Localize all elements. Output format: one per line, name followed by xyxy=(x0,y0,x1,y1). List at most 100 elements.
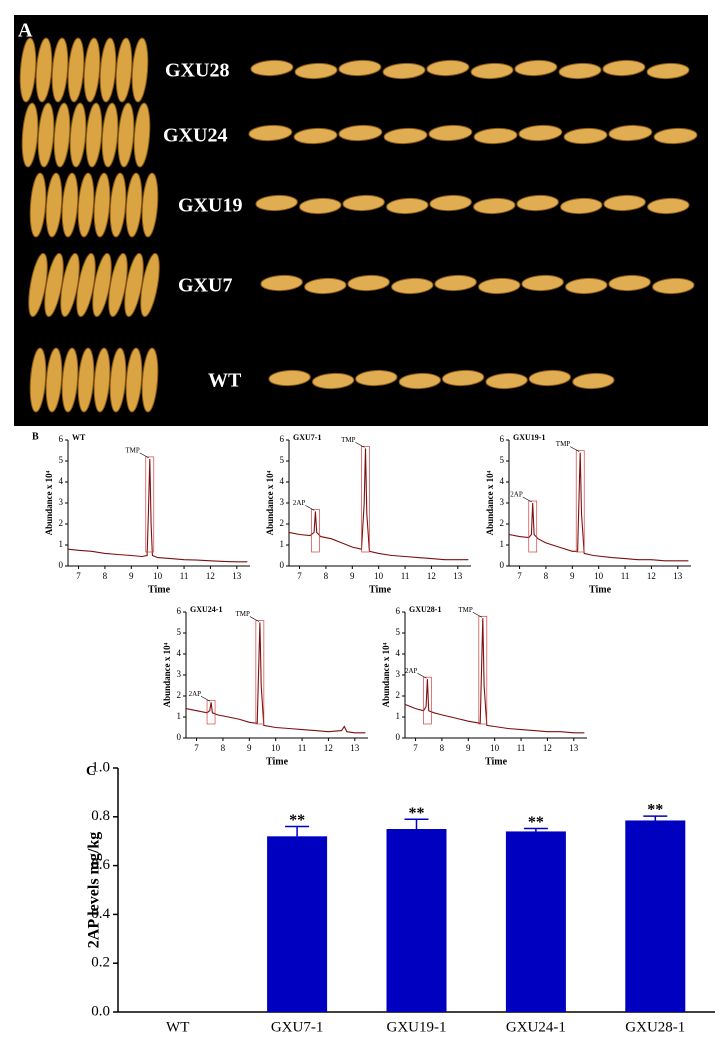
grain xyxy=(518,124,563,142)
y-tick-label: 2 xyxy=(177,690,182,700)
grain xyxy=(37,102,55,168)
x-tick-label: 7 xyxy=(76,571,81,581)
grain xyxy=(293,127,338,145)
bar xyxy=(625,820,686,1012)
x-tick-label: 10 xyxy=(594,571,604,581)
grain xyxy=(117,102,135,168)
x-tick-label: 9 xyxy=(466,743,471,753)
error-bar xyxy=(643,815,668,821)
y-tick-label: 5 xyxy=(280,455,285,465)
peak-box xyxy=(528,500,538,553)
grain xyxy=(647,197,690,215)
y-tick-label: 3 xyxy=(280,497,285,507)
x-tick-label: 9 xyxy=(129,571,134,581)
peak-box xyxy=(423,676,432,725)
x-tick-label: 8 xyxy=(440,743,445,753)
grain xyxy=(29,172,47,238)
x-tick-label: 13 xyxy=(453,571,463,581)
panel-label: B xyxy=(32,431,39,442)
grain xyxy=(391,277,434,295)
x-tick-label: 8 xyxy=(221,743,226,753)
y-axis-label: Abundance x 10⁴ xyxy=(162,642,172,707)
x-tick-label: 13 xyxy=(569,743,579,753)
y-tick-label: 6 xyxy=(280,434,285,444)
grain xyxy=(311,372,355,390)
grain xyxy=(125,347,143,413)
chart-title: GXU7-1 xyxy=(293,433,321,442)
y-tick-label: 3 xyxy=(500,497,505,507)
x-tick-label: 12 xyxy=(206,571,215,581)
annotation: 2AP xyxy=(189,690,202,698)
grain xyxy=(383,127,428,145)
grain xyxy=(248,124,293,142)
grain xyxy=(560,197,603,215)
grain xyxy=(485,372,528,390)
y-tick-label: 0 xyxy=(59,560,64,570)
x-tick-label: 7 xyxy=(413,743,418,753)
grain xyxy=(60,252,80,318)
grain xyxy=(101,102,119,168)
grain xyxy=(131,37,149,103)
y-tick-label: 6 xyxy=(396,606,401,616)
grain xyxy=(528,369,571,387)
chromatogram-line xyxy=(404,618,585,734)
grain xyxy=(61,347,79,413)
grain xyxy=(76,252,96,318)
chromatogram-line xyxy=(508,452,689,562)
grain xyxy=(603,194,646,212)
x-tick-label: WT xyxy=(166,1019,189,1035)
annotation-leader xyxy=(472,612,482,618)
x-tick-label: 7 xyxy=(517,571,522,581)
annotation-leader xyxy=(200,696,211,702)
chromatogram-line xyxy=(67,458,248,563)
x-tick-label: 9 xyxy=(247,743,252,753)
grain xyxy=(133,102,151,168)
peak-box xyxy=(478,615,488,725)
annotation: TMP xyxy=(125,447,140,455)
x-tick-label: GXU24-1 xyxy=(506,1019,566,1035)
grain xyxy=(45,347,63,413)
x-tick-label: 13 xyxy=(232,571,242,581)
chart-title: GXU19-1 xyxy=(513,433,545,442)
y-axis-label: 2AP levels mg/kg xyxy=(86,832,103,948)
grain xyxy=(473,197,516,215)
y-tick-label: 1.0 xyxy=(91,759,110,775)
grain xyxy=(44,252,64,318)
grain xyxy=(115,37,133,103)
annotation: 2AP xyxy=(510,491,523,499)
y-tick-label: 3 xyxy=(177,669,182,679)
x-tick-label: 11 xyxy=(401,571,410,581)
peak-box xyxy=(145,456,155,553)
row-label: GXU7 xyxy=(178,275,232,297)
y-axis-label: Abundance x 10⁴ xyxy=(485,470,495,535)
grain xyxy=(608,124,653,142)
y-tick-label: 0.6 xyxy=(91,857,110,873)
grain xyxy=(141,347,159,413)
peak-box xyxy=(575,450,585,553)
grain xyxy=(382,62,426,80)
x-tick-label: 9 xyxy=(570,571,575,581)
y-axis-label: Abundance x 10⁴ xyxy=(44,470,54,535)
y-tick-label: 2 xyxy=(59,518,64,528)
grain xyxy=(53,102,71,168)
grain xyxy=(85,102,103,168)
grain xyxy=(19,37,37,103)
row-label: GXU24 xyxy=(163,125,227,147)
x-tick-label: 11 xyxy=(298,743,307,753)
y-tick-label: 2 xyxy=(500,518,505,528)
y-tick-label: 5 xyxy=(59,455,64,465)
significance-label: ** xyxy=(528,814,544,831)
grain xyxy=(652,277,695,295)
x-tick-label: GXU19-1 xyxy=(387,1019,447,1035)
y-tick-label: 6 xyxy=(59,434,64,444)
grain xyxy=(124,252,144,318)
grain xyxy=(294,62,338,80)
x-tick-label: 11 xyxy=(621,571,630,581)
y-tick-label: 4 xyxy=(396,648,401,658)
grain xyxy=(21,102,39,168)
peak-box xyxy=(255,620,265,725)
y-tick-label: 0 xyxy=(280,560,285,570)
significance-label: ** xyxy=(409,805,425,822)
grain xyxy=(61,172,79,238)
